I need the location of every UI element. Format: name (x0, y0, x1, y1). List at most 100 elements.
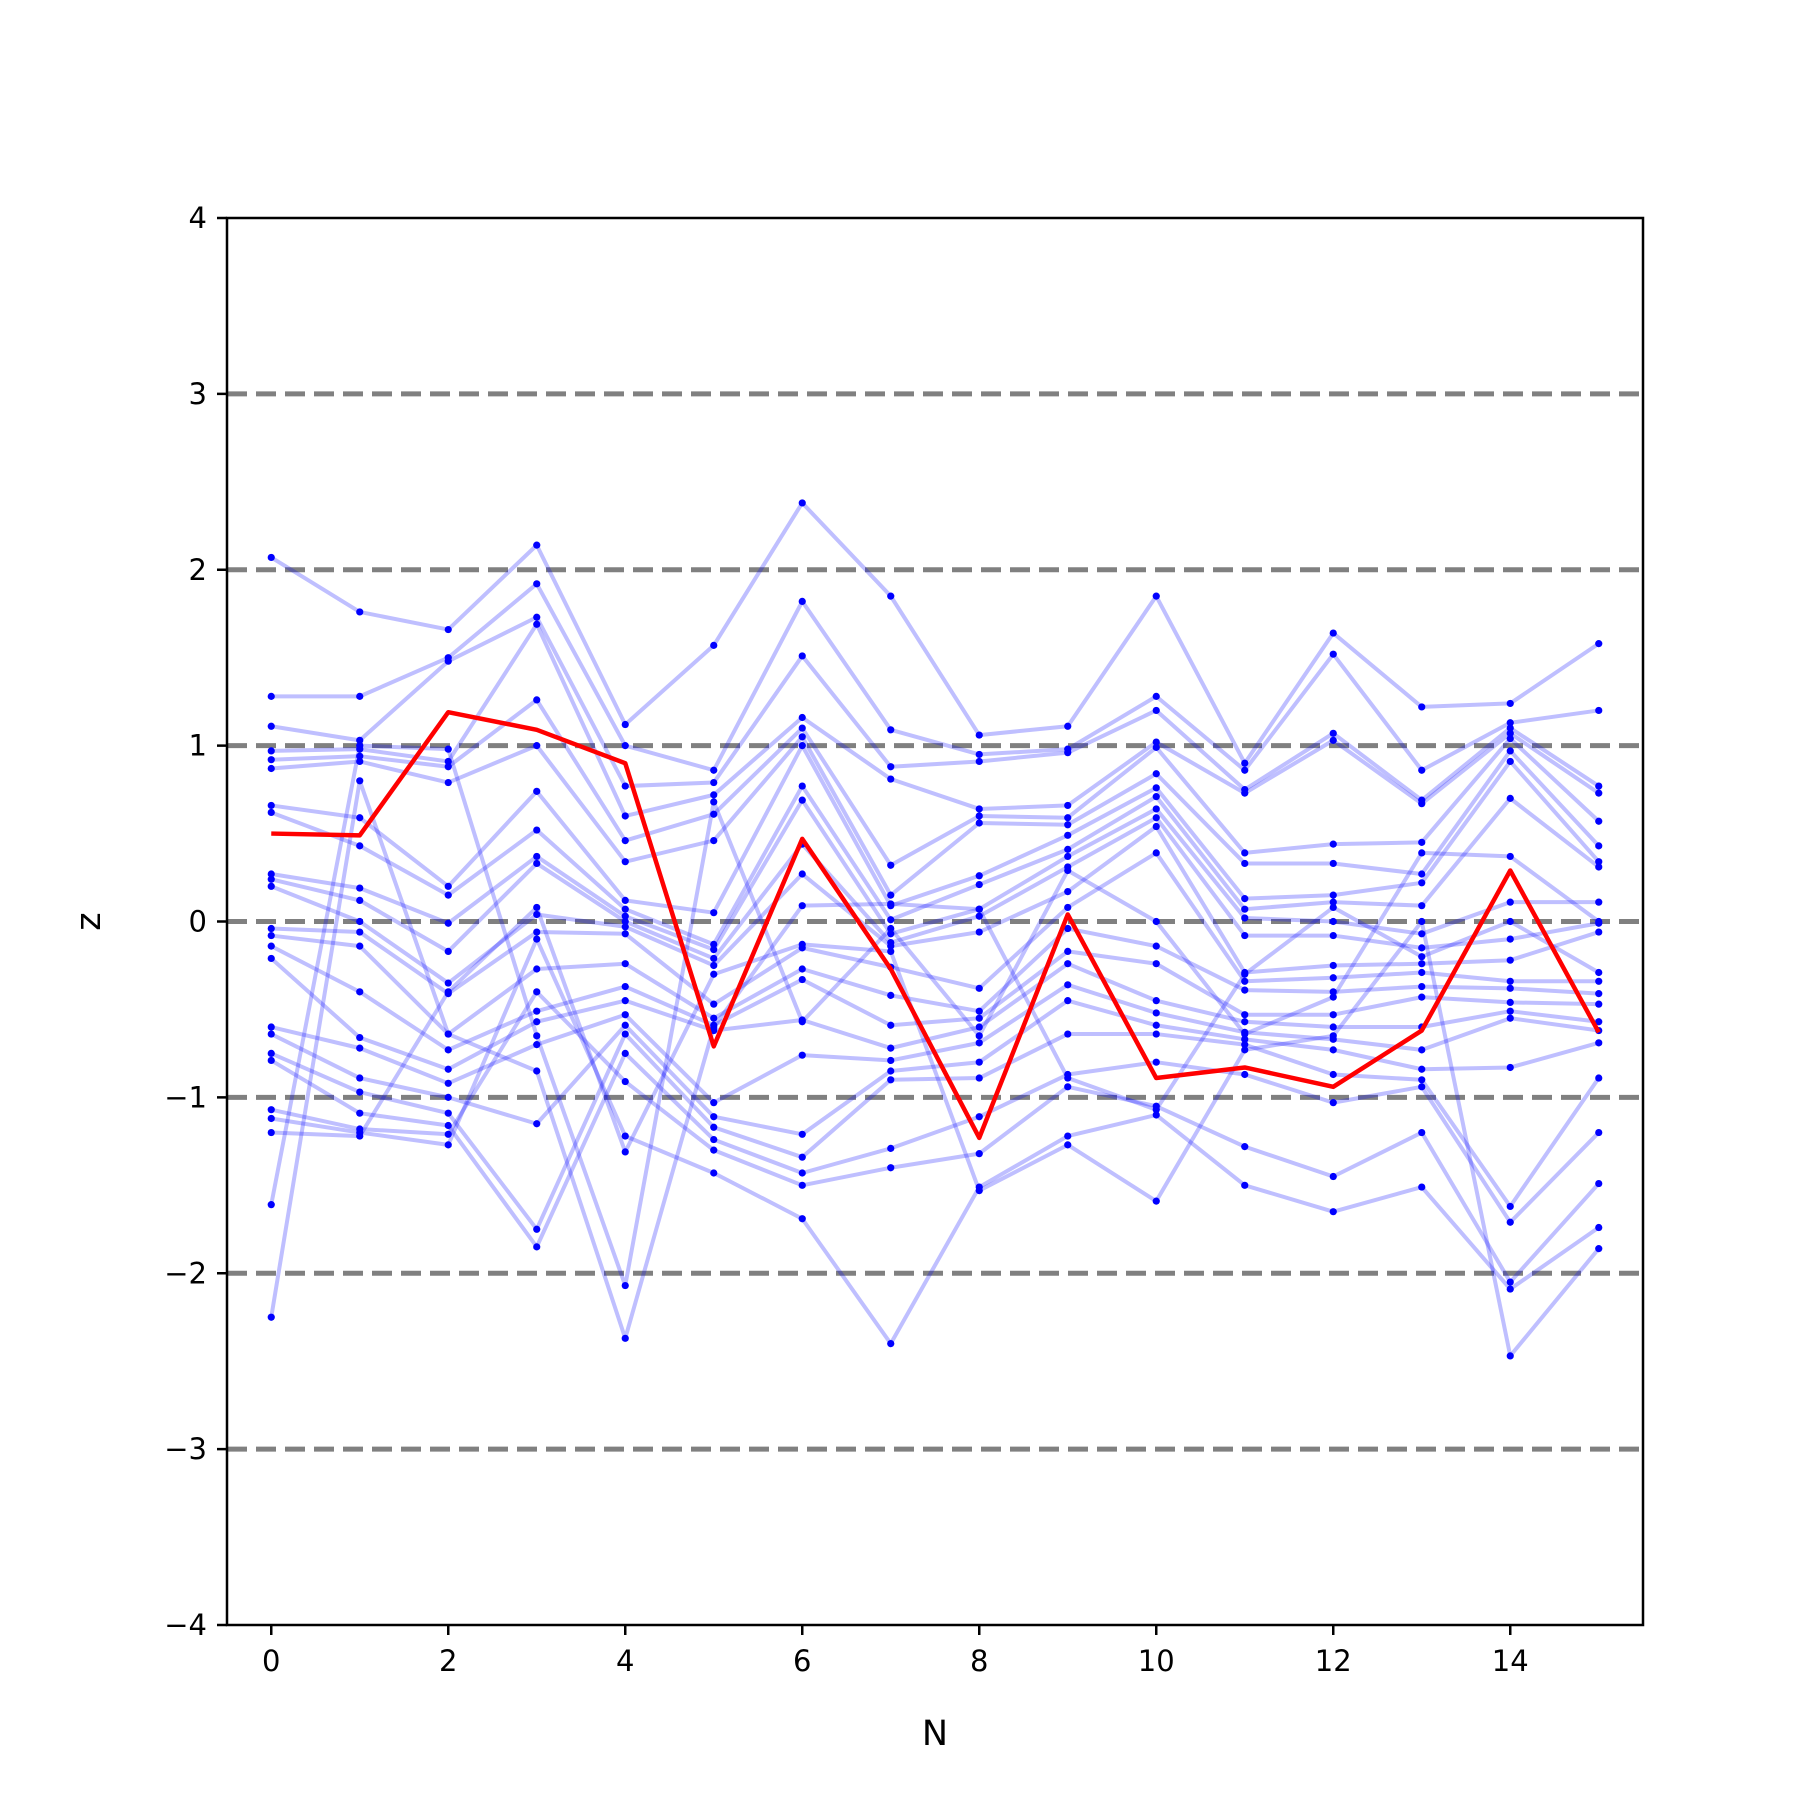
sample-point (798, 965, 806, 973)
sample-point (1329, 729, 1337, 737)
sample-point (1418, 902, 1426, 910)
sample-point (1152, 997, 1160, 1005)
y-axis-label: z (69, 912, 109, 930)
sample-point (887, 947, 895, 955)
sample-point (710, 641, 718, 649)
sample-point (1595, 977, 1603, 985)
sample-point (1595, 1018, 1603, 1026)
sample-series-line (270, 798, 1599, 952)
sample-point (1329, 1011, 1337, 1019)
sample-point (533, 903, 541, 912)
sample-point (1329, 1023, 1337, 1031)
sample-point (621, 1334, 629, 1342)
sample-point (1329, 903, 1337, 912)
sample-point (621, 742, 629, 750)
sample-point (710, 766, 718, 774)
sample-point (1418, 1076, 1426, 1084)
sample-point (1506, 984, 1514, 992)
sample-point (1329, 1208, 1337, 1216)
sample-point (444, 988, 452, 996)
sample-point (356, 928, 364, 936)
sample-point (1595, 1128, 1603, 1137)
sample-point (267, 1201, 275, 1209)
sample-point (1418, 1065, 1426, 1073)
sample-point (444, 757, 452, 766)
x-tick-label: 0 (262, 1644, 280, 1678)
sample-point (444, 1141, 452, 1149)
sample-point (1152, 784, 1160, 792)
sample-series-line (269, 956, 1599, 1072)
sample-point (267, 801, 275, 810)
y-tick-label: −4 (164, 1608, 207, 1642)
sample-series-line (270, 824, 1600, 986)
sample-point (356, 1074, 364, 1082)
sample-point (1506, 719, 1514, 727)
sample-point (710, 1135, 718, 1144)
sample-point (533, 1032, 541, 1040)
sample-point (1152, 942, 1160, 950)
sample-point (798, 1181, 806, 1189)
sample-point (1152, 793, 1160, 801)
sample-point (621, 1021, 629, 1029)
sample-point (975, 1150, 983, 1158)
sample-point (798, 713, 806, 722)
sample-point (444, 745, 452, 753)
sample-point (444, 657, 452, 665)
sample-point (1241, 905, 1249, 913)
sample-point (1152, 1021, 1160, 1029)
sample-point (1241, 895, 1249, 903)
sample-point (533, 910, 541, 919)
sample-point (356, 752, 364, 760)
sample-series-line (270, 944, 1599, 1052)
sample-point (975, 731, 983, 739)
sample-point (1064, 821, 1072, 829)
sample-point (887, 861, 895, 869)
sample-point (444, 919, 452, 927)
sample-point (444, 1030, 452, 1038)
sample-point (1152, 1009, 1160, 1017)
sample-point (267, 1023, 275, 1031)
sample-point (1064, 1083, 1072, 1091)
sample-point (267, 553, 275, 562)
sample-point (267, 692, 275, 700)
sample-point (267, 764, 275, 773)
sample-point (1064, 1074, 1072, 1082)
sample-point (1241, 1035, 1249, 1043)
sample-point (710, 909, 718, 917)
reference-lines (227, 391, 1643, 1452)
sample-point (1595, 928, 1603, 936)
sample-point (1595, 842, 1603, 850)
sample-point (1595, 817, 1603, 825)
sample-point (1595, 640, 1603, 648)
sample-point (1506, 1007, 1514, 1015)
sample-point (533, 613, 541, 621)
sample-point (975, 1058, 983, 1066)
sample-point (887, 916, 895, 924)
sample-point (1064, 852, 1072, 861)
sample-point (533, 580, 541, 588)
sample-point (533, 852, 541, 861)
sample-series-line (270, 1032, 1601, 1232)
sample-point (1329, 1172, 1337, 1181)
sample-point (444, 979, 452, 987)
sample-point (798, 782, 806, 790)
sample-point (621, 812, 629, 820)
sample-point (1241, 986, 1249, 994)
sample-point (444, 891, 452, 899)
sample-point (1329, 736, 1337, 744)
sample-point (267, 1114, 275, 1123)
sample-point (975, 912, 983, 920)
sample-point (887, 891, 895, 899)
sample-point (710, 1000, 718, 1008)
sample-point (1064, 1141, 1072, 1149)
sample-point (887, 924, 895, 933)
sample-point (444, 763, 452, 771)
sample-point (1064, 903, 1072, 912)
mean-series-line (271, 709, 1601, 1141)
sample-point (975, 1023, 983, 1031)
sample-point (798, 597, 806, 606)
sample-series-line (270, 743, 1601, 915)
sample-series-line (271, 926, 1599, 1037)
sample-point (533, 696, 541, 704)
sample-point (444, 1093, 452, 1101)
